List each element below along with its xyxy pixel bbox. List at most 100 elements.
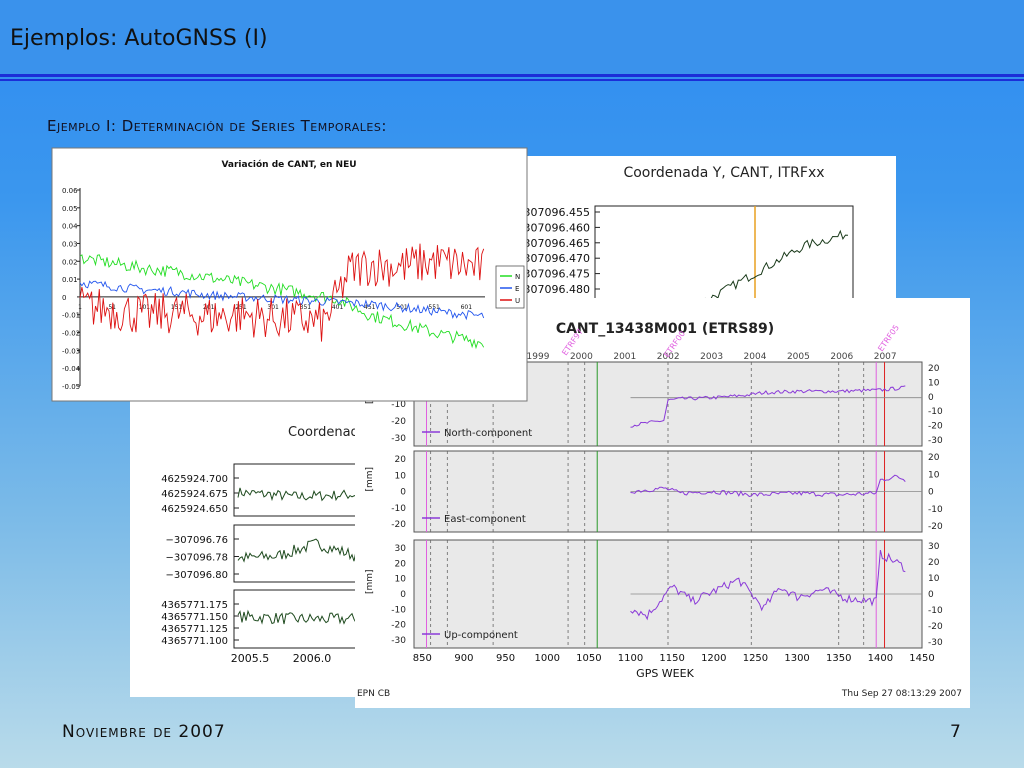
etrs89-legend-label: Up-component bbox=[444, 630, 518, 641]
etrs89-xtick: 1100 bbox=[618, 653, 643, 664]
etrs89-year: 2005 bbox=[787, 352, 810, 362]
neu-xtick: 1 bbox=[78, 304, 82, 311]
etrs89-ytick-left: -30 bbox=[391, 636, 406, 646]
coordenada-y-ytick: -307096.465 bbox=[520, 237, 590, 250]
etrs89-xtick: 950 bbox=[496, 653, 515, 664]
chart-coordenada-title: Coordenada bbox=[288, 425, 367, 440]
neu-legend-label: N bbox=[515, 273, 520, 281]
etrs89-xtick: 900 bbox=[454, 653, 473, 664]
coordenada-ytick: 4365771.100 bbox=[161, 636, 228, 647]
neu-ytick: -0.01 bbox=[62, 312, 80, 320]
etrs89-ytick-left: 10 bbox=[395, 575, 407, 585]
chart-coordenada-y-panel bbox=[515, 156, 896, 306]
title-bar bbox=[0, 0, 1024, 74]
etrs89-ytick-left: -10 bbox=[391, 400, 406, 410]
etrs89-xlabel: GPS WEEK bbox=[636, 667, 694, 680]
etrs89-ytick-right: 0 bbox=[928, 590, 934, 600]
etrs89-xtick: 1300 bbox=[784, 653, 809, 664]
neu-xtick: 551 bbox=[428, 304, 440, 311]
neu-xtick: 351 bbox=[300, 304, 312, 311]
etrs89-legend-label: East-component bbox=[444, 514, 526, 525]
etrs89-xtick: 1050 bbox=[576, 653, 601, 664]
etrs89-year: 2001 bbox=[613, 352, 636, 362]
etrs89-ytick-left: -10 bbox=[391, 504, 406, 514]
neu-ytick: 0.02 bbox=[62, 258, 78, 266]
etrs89-ytick-right: -20 bbox=[928, 622, 943, 632]
chart-coordenada-y-title: Coordenada Y, CANT, ITRFxx bbox=[623, 165, 824, 181]
etrs89-year: 2002 bbox=[657, 352, 680, 362]
etrs89-ytick-left: -20 bbox=[391, 520, 406, 530]
coordenada-ytick: −307096.80 bbox=[166, 570, 228, 581]
etrs89-ytick-left: 20 bbox=[395, 559, 407, 569]
coordenada-y-ytick: -307096.475 bbox=[520, 268, 590, 281]
etrs89-ytick-left: 30 bbox=[395, 544, 407, 554]
etrs89-footer-right: Thu Sep 27 08:13:29 2007 bbox=[841, 689, 962, 699]
neu-ytick: -0.03 bbox=[62, 347, 80, 355]
neu-legend-label: U bbox=[515, 297, 520, 305]
etrs89-xtick: 1150 bbox=[659, 653, 684, 664]
neu-ytick: 0.04 bbox=[62, 223, 78, 231]
etrs89-ytick-left: -30 bbox=[391, 434, 406, 444]
coordenada-y-ytick: -307096.480 bbox=[520, 283, 590, 296]
title-rule bbox=[0, 74, 1024, 77]
neu-xtick: 601 bbox=[461, 304, 473, 311]
coordenada-y-ytick: -307096.470 bbox=[520, 252, 590, 265]
coordenada-series bbox=[237, 487, 357, 502]
coordenada-ytick: 4365771.150 bbox=[161, 612, 228, 623]
coordenada-series bbox=[237, 538, 357, 563]
etrs89-ytick-right: -30 bbox=[928, 436, 943, 446]
coordenada-ytick: −307096.78 bbox=[166, 553, 228, 564]
etrs89-ylabel: [mm] bbox=[365, 569, 375, 594]
coordenada-ytick: 4365771.175 bbox=[161, 600, 228, 611]
etrs89-ytick-left: -10 bbox=[391, 605, 406, 615]
coordenada-y-ytick: -307096.455 bbox=[520, 206, 590, 219]
chart-etrs89-title: CANT_13438M001 (ETRS89) bbox=[556, 321, 774, 337]
etrs89-year: 2006 bbox=[830, 352, 853, 362]
neu-xtick: 101 bbox=[139, 304, 151, 311]
coordenada-ytick: 4625924.650 bbox=[161, 504, 228, 515]
etrs89-xtick: 1450 bbox=[909, 653, 934, 664]
neu-ytick: 0 bbox=[62, 294, 66, 302]
neu-xtick: 401 bbox=[332, 304, 344, 311]
etrs89-ytick-left: 20 bbox=[395, 455, 407, 465]
etrs89-legend-label: North-component bbox=[444, 428, 532, 439]
etrs89-ytick-right: -20 bbox=[928, 522, 943, 532]
neu-xtick: 451 bbox=[364, 304, 376, 311]
etrs89-ytick-right: -10 bbox=[928, 505, 943, 515]
etrs89-ytick-left: 0 bbox=[400, 590, 406, 600]
coordenada-xtick: 2005.5 bbox=[231, 652, 270, 665]
coordenada-y-ytick: -307096.460 bbox=[520, 221, 590, 234]
etrs89-ytick-right: 10 bbox=[928, 378, 940, 388]
neu-ytick: -0.05 bbox=[62, 383, 80, 391]
etrs89-xtick: 1250 bbox=[743, 653, 768, 664]
etrs89-year: 1999 bbox=[527, 352, 550, 362]
etrs89-ytick-right: 10 bbox=[928, 574, 940, 584]
neu-xtick: 151 bbox=[171, 304, 183, 311]
neu-ytick: 0.03 bbox=[62, 240, 78, 248]
etrs89-ytick-left: 0 bbox=[400, 488, 406, 498]
coordenada-series bbox=[237, 609, 357, 625]
etrs89-ylabel: [mm] bbox=[365, 467, 375, 492]
neu-xtick: 301 bbox=[267, 304, 279, 311]
slide-title: Ejemplos: AutoGNSS (I) bbox=[10, 26, 268, 51]
neu-ytick: -0.02 bbox=[62, 330, 80, 338]
neu-ytick: 0.06 bbox=[62, 187, 78, 195]
etrs89-ytick-right: 20 bbox=[928, 453, 940, 463]
etrs89-ytick-right: 20 bbox=[928, 364, 940, 374]
etrs89-ytick-left: 10 bbox=[395, 471, 407, 481]
etrs89-xtick: 1350 bbox=[826, 653, 851, 664]
coordenada-ytick: −307096.76 bbox=[166, 535, 228, 546]
etrs89-xtick: 1400 bbox=[868, 653, 893, 664]
etrs89-xtick: 850 bbox=[413, 653, 432, 664]
neu-ytick: 0.01 bbox=[62, 276, 78, 284]
chart-neu-title: Variación de CANT, en NEU bbox=[221, 159, 356, 170]
etrs89-xtick: 1200 bbox=[701, 653, 726, 664]
etrs89-ytick-right: -10 bbox=[928, 606, 943, 616]
etrs89-ytick-right: -20 bbox=[928, 422, 943, 432]
etrs89-year: 2003 bbox=[700, 352, 723, 362]
neu-series-E bbox=[79, 280, 485, 321]
footer-date: Noviembre de 2007 bbox=[62, 722, 226, 742]
neu-legend-label: E bbox=[515, 285, 519, 293]
etrs89-footer-left: EPN CB bbox=[357, 689, 390, 699]
